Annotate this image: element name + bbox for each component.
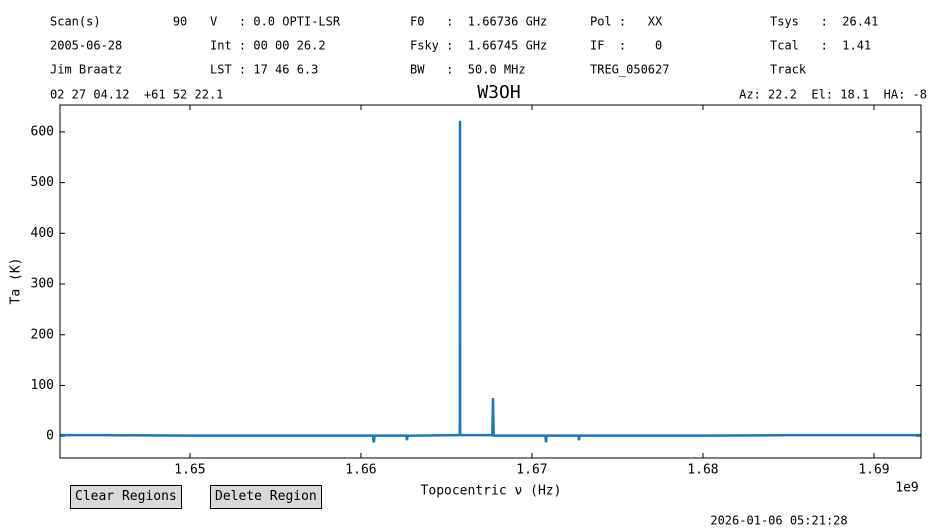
header-field: 2005-06-28	[50, 39, 122, 53]
y-tick-label: 200	[31, 327, 54, 342]
header-field: Tsys : 26.41	[770, 15, 878, 29]
header-field: TREG_050627	[590, 63, 669, 77]
delete-region-button[interactable]: Delete Region	[210, 485, 322, 509]
y-tick-label: 0	[46, 429, 54, 444]
y-tick-label: 400	[31, 226, 54, 241]
header-field: BW : 50.0 MHz	[410, 63, 526, 77]
x-offset-label: 1e9	[895, 481, 918, 496]
timestamp: 2026-01-06 05:21:28	[710, 514, 847, 528]
x-tick-label: 1.67	[516, 463, 547, 478]
y-axis-label: Ta (K)	[9, 258, 24, 305]
pointing: Az: 22.2 El: 18.1 HA: -8	[739, 88, 927, 102]
x-axis-label: Topocentric ν (Hz)	[421, 484, 562, 499]
header-field: F0 : 1.66736 GHz	[410, 15, 547, 29]
header-field: V : 0.0 OPTI-LSR	[210, 15, 341, 29]
x-tick-label: 1.69	[858, 463, 889, 478]
y-tick-label: 600	[31, 124, 54, 139]
header-field: Int : 00 00 26.2	[210, 39, 326, 53]
header-field: Jim Braatz	[50, 63, 122, 77]
x-tick-label: 1.68	[687, 463, 718, 478]
chart-title: W3OH	[477, 82, 520, 103]
y-tick-label: 500	[31, 175, 54, 190]
y-tick-label: 100	[31, 378, 54, 393]
header-field: Fsky : 1.66745 GHz	[410, 39, 547, 53]
x-tick-label: 1.65	[174, 463, 205, 478]
header-field: IF : 0	[590, 39, 662, 53]
header-field: Tcal : 1.41	[770, 39, 871, 53]
spectrum-line	[60, 120, 921, 443]
plot-frame	[59, 104, 922, 459]
header-field: LST : 17 46 6.3	[210, 63, 318, 77]
header-field: Track	[770, 63, 807, 77]
clear-regions-button[interactable]: Clear Regions	[70, 485, 182, 509]
x-tick-label: 1.66	[345, 463, 376, 478]
position: 02 27 04.12 +61 52 22.1	[50, 88, 223, 102]
y-tick-label: 300	[31, 277, 54, 292]
header-field: Scan(s) 90	[50, 15, 187, 29]
header-field: Pol : XX	[590, 15, 663, 29]
